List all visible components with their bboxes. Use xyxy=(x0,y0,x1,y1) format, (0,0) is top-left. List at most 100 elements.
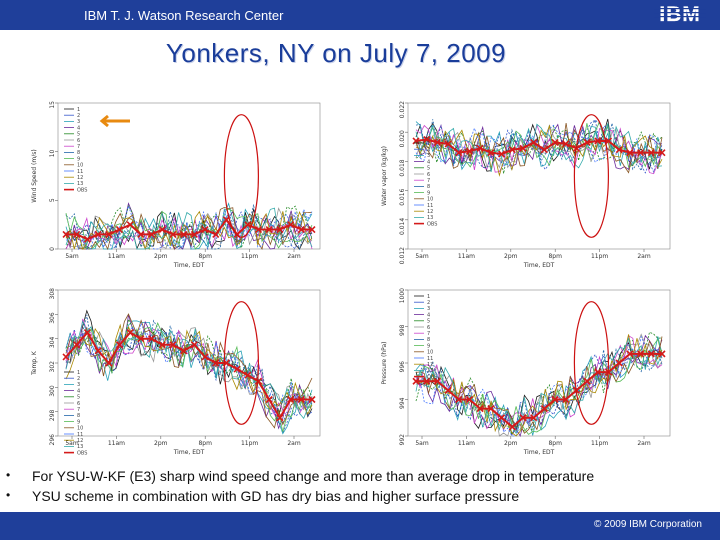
legend-label: 11 xyxy=(77,432,83,438)
obs-point xyxy=(487,405,495,413)
y-tick-label: 306 xyxy=(49,312,56,324)
obs-point xyxy=(254,377,263,385)
header-title: IBM T. J. Watson Research Center xyxy=(84,8,284,23)
obs-point xyxy=(497,414,506,422)
y-tick-label: 992 xyxy=(399,434,406,446)
x-tick-label: 5am xyxy=(415,440,428,447)
legend-label: 11 xyxy=(427,356,433,362)
legend-label: 7 xyxy=(427,178,430,184)
x-tick-label: 8pm xyxy=(198,440,212,447)
highlight-ellipse xyxy=(223,114,259,238)
legend-label: 7 xyxy=(427,331,430,337)
legend-label: 1 xyxy=(77,370,80,376)
footer-copyright: © 2009 IBM Corporation xyxy=(594,519,702,530)
obs-point xyxy=(105,230,113,238)
legend-label: 12 xyxy=(77,438,83,444)
obs-point xyxy=(583,377,591,385)
y-tick-label: 996 xyxy=(399,361,406,373)
legend-label: 13 xyxy=(77,444,83,450)
model-series-line xyxy=(65,210,313,251)
header-bar: IBM T. J. Watson Research Center IBM xyxy=(0,0,720,30)
obs-point xyxy=(265,395,273,404)
y-tick-label: 0.012 xyxy=(399,247,406,264)
bullet-text: YSU scheme in combination with GD has dr… xyxy=(32,488,520,504)
bullet-text: For YSU-W-KF (E3) sharp wind speed chang… xyxy=(32,468,595,484)
x-tick-label: 5am xyxy=(65,253,78,260)
obs-point xyxy=(308,225,316,234)
obs-point xyxy=(444,386,452,394)
obs-point xyxy=(487,149,495,157)
highlight-ellipse xyxy=(223,301,259,425)
legend-label: 13 xyxy=(77,181,83,187)
obs-point xyxy=(297,395,305,404)
obs-point xyxy=(147,335,156,343)
legend-label: OBS xyxy=(77,187,87,193)
bullet-list: • For YSU-W-KF (E3) sharp wind speed cha… xyxy=(6,468,706,508)
obs-point xyxy=(276,414,284,422)
x-axis-label: Time, EDT xyxy=(173,449,205,456)
obs-point xyxy=(519,414,527,422)
y-tick-label: 998 xyxy=(399,324,406,336)
obs-point xyxy=(83,329,91,337)
legend-label: 4 xyxy=(77,125,80,131)
obs-point xyxy=(412,377,420,385)
obs-point xyxy=(244,371,252,379)
legend-label: 9 xyxy=(427,190,430,196)
obs-point xyxy=(147,230,156,238)
legend-label: 4 xyxy=(427,159,430,165)
obs-point xyxy=(254,225,263,234)
legend-label: 10 xyxy=(427,350,433,356)
obs-point xyxy=(201,353,209,361)
x-axis-label: Time, EDT xyxy=(523,449,555,456)
water-vapor-plot: 0.012 0.014 0.016 0.018 0.020 0.022 5am 11am 2pm… xyxy=(378,95,678,270)
legend-label: 5 xyxy=(427,319,430,325)
legend-label: 12 xyxy=(427,209,433,215)
obs-point xyxy=(540,146,548,154)
obs-point xyxy=(647,149,655,157)
footer-bar: © 2009 IBM Corporation xyxy=(0,512,720,540)
model-series-line xyxy=(65,322,313,432)
legend-label: 8 xyxy=(427,337,430,343)
model-series-line xyxy=(65,202,313,250)
legend-label: 12 xyxy=(427,362,433,368)
legend-label: 2 xyxy=(427,300,430,306)
obs-point xyxy=(626,149,634,157)
model-series-line xyxy=(65,320,313,420)
model-series-line xyxy=(415,348,663,428)
obs-point xyxy=(615,359,623,367)
obs-series-line xyxy=(66,218,312,241)
model-series-line xyxy=(65,327,313,435)
legend-label: OBS xyxy=(427,221,437,227)
obs-point xyxy=(158,225,166,234)
y-tick-label: 0.018 xyxy=(399,159,406,176)
legend-label: OBS xyxy=(427,374,437,380)
x-tick-label: 11pm xyxy=(241,253,258,260)
legend-label: 3 xyxy=(77,119,80,125)
y-tick-label: 15 xyxy=(49,101,56,109)
legend-label: 4 xyxy=(427,312,430,318)
obs-point xyxy=(455,395,463,404)
obs-point xyxy=(62,353,70,361)
plot-frame xyxy=(407,102,671,250)
obs-point xyxy=(583,138,591,146)
model-series-line xyxy=(415,123,663,175)
x-tick-label: 11am xyxy=(108,253,125,260)
legend-label: 10 xyxy=(427,197,433,203)
obs-point xyxy=(287,395,295,404)
y-tick-label: 0.016 xyxy=(399,188,406,205)
legend-label: 3 xyxy=(427,306,430,312)
x-tick-label: 11pm xyxy=(591,440,608,447)
x-tick-label: 11am xyxy=(458,440,475,447)
y-tick-label: 0.014 xyxy=(399,218,406,235)
arrow-indicator xyxy=(99,114,130,128)
obs-point xyxy=(455,149,463,157)
legend-label: 13 xyxy=(427,368,433,374)
obs-point xyxy=(158,341,166,349)
slide-title: Yonkers, NY on July 7, 2009 xyxy=(165,38,507,68)
bullet-item: • For YSU-W-KF (E3) sharp wind speed cha… xyxy=(6,468,706,488)
obs-point xyxy=(73,230,81,238)
obs-point xyxy=(508,423,516,431)
x-tick-label: 2pm xyxy=(154,440,168,447)
y-tick-label: 0.022 xyxy=(399,101,406,118)
obs-point xyxy=(244,221,252,229)
